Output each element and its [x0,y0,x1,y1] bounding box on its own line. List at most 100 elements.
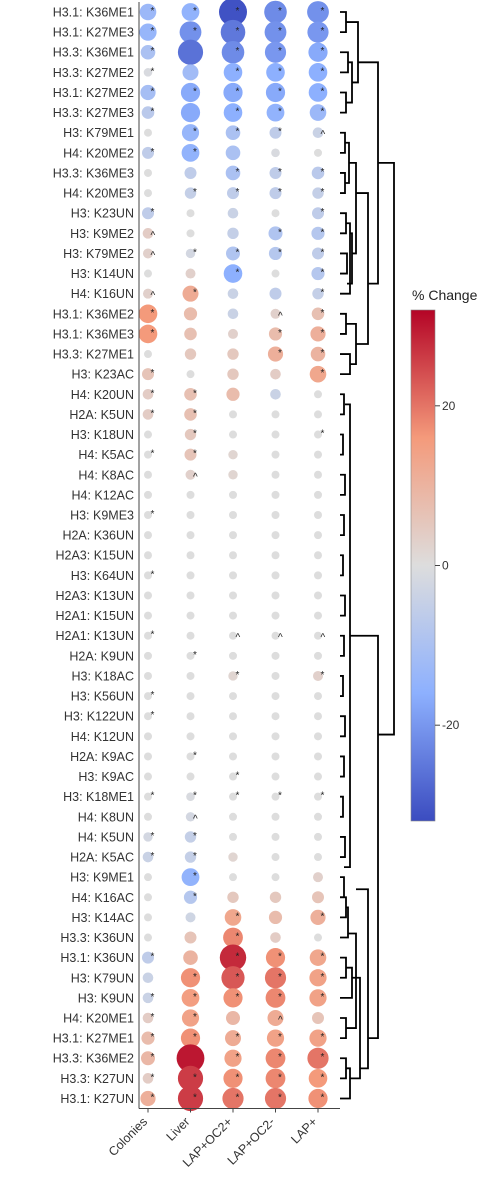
dendrogram-branch [340,554,344,577]
significance-mark: ^ [321,633,326,644]
dot [186,611,195,620]
dot [219,944,247,971]
dot [180,968,201,988]
dot [186,591,195,600]
dendrogram-branch [340,131,346,154]
dot [265,1048,286,1069]
dot [223,264,243,283]
significance-mark: * [236,771,240,782]
dot [271,792,280,801]
dendrogram [340,11,395,1100]
dot [142,388,154,400]
dot [314,631,322,640]
significance-mark: * [321,227,325,238]
dot [314,531,322,540]
significance-mark: ^ [151,291,156,302]
dot [186,490,195,499]
significance-mark: * [278,187,282,198]
dot [269,891,282,903]
dot [144,712,152,721]
dendrogram-branch [350,634,379,1040]
dendrogram-branch [346,322,357,365]
dot [186,732,195,741]
dot [314,732,322,741]
dot [184,831,197,843]
dot [268,910,283,925]
dot [264,1087,287,1110]
row-label: H3.1: K27UN [60,1092,134,1106]
dot [271,551,280,560]
dot [186,772,195,781]
column-label: LAP+ [288,1115,320,1147]
dendrogram-branch [340,715,346,738]
dot [143,832,153,842]
dendrogram-branch [340,393,345,416]
dot [139,3,157,21]
row-label: H4: K20ME3 [63,187,134,201]
significance-mark: * [321,1072,325,1083]
significance-mark: * [236,932,240,943]
dot [271,671,280,680]
dendrogram-branch [340,906,349,939]
dot [225,1030,241,1047]
dot [180,103,201,123]
dot [271,511,280,519]
significance-mark: * [321,911,325,922]
dendrogram-branch [340,675,344,697]
significance-mark: * [193,408,197,419]
dendrogram-branch [340,836,346,858]
row-label: H3.3: K27UN [60,1072,134,1086]
significance-mark: * [321,288,325,299]
dot [144,350,152,359]
dot [312,247,324,260]
significance-mark: * [193,831,197,842]
dot [308,63,328,82]
significance-mark: * [151,569,155,580]
dot [270,932,281,943]
significance-mark: * [278,86,282,97]
row-label: H4: K8AC [78,468,134,482]
significance-mark: ^ [151,230,156,241]
row-label: H3: K18UN [71,428,134,442]
dot [314,772,322,781]
axes [138,2,340,1113]
significance-mark: * [236,167,240,178]
dot [141,1051,155,1066]
significance-mark: * [193,1072,197,1083]
dot [271,732,280,741]
dot [186,511,195,519]
significance-mark: * [278,227,282,238]
dot [144,490,152,499]
dendrogram-branch [340,1017,347,1040]
significance-mark: * [151,1012,155,1023]
significance-mark: * [151,509,155,520]
dendrogram-branch [340,91,347,114]
dot [314,832,322,841]
dot [271,490,280,499]
significance-mark: * [193,187,197,198]
dot [223,82,243,103]
dot [142,409,154,420]
significance-mark: * [321,368,325,379]
dot [314,933,322,942]
significance-mark: * [321,1092,325,1103]
dot [312,891,324,904]
dot [271,410,280,419]
dot [269,166,282,179]
row-label: H3: K79ME1 [63,126,134,140]
significance-mark: * [321,207,325,218]
dot [138,324,158,344]
dot [229,631,237,640]
dot [271,712,280,721]
dot [140,1090,156,1107]
row-label: H3: K64UN [71,569,134,583]
dot [314,410,322,419]
dot [227,348,239,360]
dot [186,651,195,660]
row-label: H3: K23AC [71,368,134,382]
dot [270,308,281,319]
dot [314,390,322,399]
dot [310,326,326,342]
